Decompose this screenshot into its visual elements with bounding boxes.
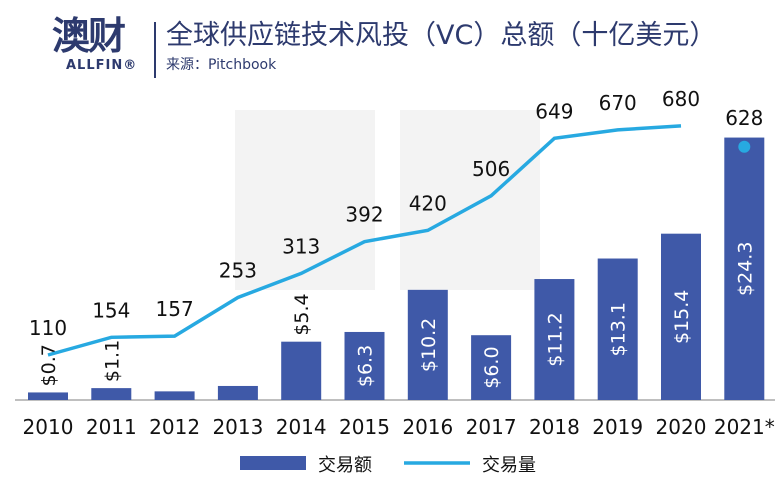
x-tick-label: 2013 [212, 415, 263, 439]
bar-2019 [597, 258, 638, 400]
bar-value-label: $15.4 [671, 290, 693, 344]
bar-value-label: $5.4 [291, 293, 313, 335]
x-tick-label: 2012 [149, 415, 200, 439]
line-value-label: 628 [725, 106, 763, 130]
line-value-label: 253 [219, 259, 257, 283]
line-value-label: 313 [282, 234, 320, 258]
bar-value-label: $1.1 [101, 340, 123, 382]
bar-2018 [534, 279, 575, 400]
bar-2020 [661, 233, 701, 400]
logo: 澳财 ALLFIN® [52, 14, 152, 80]
line-value-label: 110 [29, 316, 67, 340]
bar-2017 [471, 335, 512, 400]
bar-value-label: $11.2 [544, 312, 566, 366]
bar-value-label: $24.3 [734, 242, 756, 296]
logo-en: ALLFIN® [66, 58, 138, 73]
x-tick-label: 2020 [656, 415, 707, 439]
x-tick-label: 2010 [23, 415, 74, 439]
bar-value-label: $13.1 [608, 302, 630, 356]
bar-value-label: $6.0 [481, 346, 503, 388]
bar-2016 [407, 289, 448, 400]
x-tick-label: 2014 [276, 415, 327, 439]
x-tick-label: 2016 [402, 415, 453, 439]
line-value-label: 649 [535, 99, 573, 123]
x-tick-label: 2019 [592, 415, 643, 439]
line-value-label: 392 [345, 203, 383, 227]
x-tick-label: 2017 [466, 415, 517, 439]
legend-bar-label: 交易额 [318, 455, 372, 476]
legend-bar-swatch [240, 456, 306, 470]
bar-2021* [724, 137, 765, 400]
bar-value-label: $6.3 [355, 345, 377, 387]
line-value-label: 157 [156, 297, 194, 321]
watermark-shape [400, 110, 540, 290]
watermark-shape [235, 110, 375, 290]
legend-line-label: 交易量 [482, 455, 536, 476]
bar-2011 [91, 388, 132, 400]
line-point-2021 [738, 140, 751, 153]
bar-2015 [344, 331, 385, 400]
line-value-label: 420 [409, 191, 447, 215]
line-value-label: 670 [599, 91, 637, 115]
bar-2014 [281, 341, 322, 400]
divider [154, 22, 156, 78]
bar-value-label: $0.7 [38, 344, 60, 386]
chart-title: 全球供应链技术风投（VC）总额（十亿美元） [166, 20, 717, 51]
x-tick-label: 2021* [714, 415, 775, 439]
bar-value-label: $10.2 [418, 318, 440, 372]
line-series [47, 124, 682, 357]
bar-2012 [154, 391, 195, 400]
x-tick-label: 2011 [86, 415, 137, 439]
line-value-label: 506 [472, 157, 510, 181]
logo-cn: 澳财 [52, 14, 126, 58]
line-value-label: 680 [662, 87, 700, 111]
bar-2013 [217, 385, 258, 400]
line-value-label: 154 [92, 298, 130, 322]
x-tick-label: 2015 [339, 415, 390, 439]
bar-2010 [28, 392, 68, 400]
x-tick-label: 2018 [529, 415, 580, 439]
source-note: 来源：Pitchbook [166, 57, 277, 73]
